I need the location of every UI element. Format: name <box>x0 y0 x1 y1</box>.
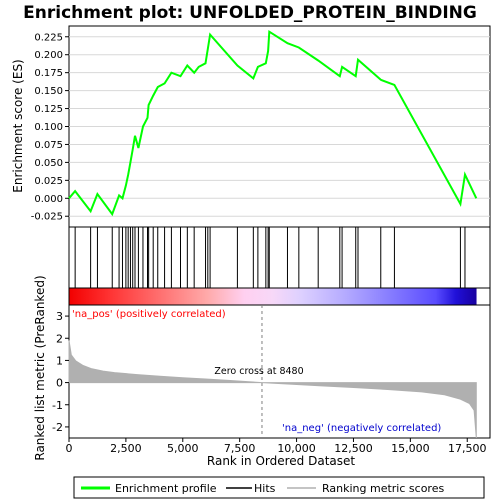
ranking-metric-area <box>68 340 477 439</box>
es-y-tick-label: 0.000 <box>34 194 63 205</box>
es-y-tick-label: 0.050 <box>34 158 63 169</box>
rank-colorbar <box>68 287 491 306</box>
metric-y-axis-label: Ranked list metric (PreRanked) <box>33 275 47 460</box>
x-axis-tick-label: 2,500 <box>110 442 142 455</box>
es-gridlines <box>69 36 490 217</box>
es-y-ticks: -0.025 0.000 0.025 0.050 0.075 0.100 0.125 0.15… <box>31 32 69 223</box>
negative-correlation-label: 'na_neg' (negatively correlated) <box>282 423 441 434</box>
legend-metric-label: Ranking metric scores <box>322 482 444 495</box>
x-axis-tick-label: 5,000 <box>167 442 199 455</box>
es-y-axis-label: Enrichment score (ES) <box>11 59 25 192</box>
hits-panel-frame <box>68 226 491 289</box>
metric-y-tick-label: 0 <box>56 377 63 390</box>
metric-y-tick-label: -1 <box>52 399 63 412</box>
chart-title: Enrichment plot: UNFOLDED_PROTEIN_BINDIN… <box>23 3 477 23</box>
legend-hits-label: Hits <box>254 482 276 495</box>
metric-y-tick-label: 2 <box>56 332 63 345</box>
x-axis-tick-label: 17,500 <box>448 442 487 455</box>
es-y-tick-label: 0.125 <box>34 104 63 115</box>
metric-y-tick-label: -2 <box>52 421 63 434</box>
legend-enrichment-label: Enrichment profile <box>115 482 217 495</box>
x-axis-tick-label: 0 <box>66 442 73 455</box>
x-axis-tick-label: 7,500 <box>224 442 256 455</box>
legend: Enrichment profile Hits Ranking metric s… <box>73 476 485 499</box>
es-y-tick-label: 0.100 <box>34 122 63 133</box>
metric-y-tick-label: 3 <box>56 310 63 323</box>
es-y-tick-label: 0.150 <box>34 86 63 97</box>
es-y-tick-label: 0.225 <box>34 32 63 43</box>
zero-cross-label: Zero cross at 8480 <box>214 366 303 377</box>
x-axis-label: Rank in Ordered Dataset <box>207 454 355 468</box>
x-axis-tick-label: 12,500 <box>334 442 373 455</box>
es-y-tick-label: -0.025 <box>31 212 63 223</box>
es-y-tick-label: 0.200 <box>34 50 63 61</box>
metric-panel-frame <box>68 304 491 439</box>
x-axis-ticks: 0 2,500 5,000 7,500 10,000 12,500 15,000 17,500 <box>66 438 487 455</box>
metric-y-tick-label: 1 <box>56 354 63 367</box>
legend-box <box>73 476 485 499</box>
hit-markers <box>74 227 466 288</box>
es-y-tick-label: 0.175 <box>34 68 63 79</box>
metric-y-ticks: -2 -1 0 1 2 3 <box>52 310 69 434</box>
x-axis-tick-label: 15,000 <box>391 442 430 455</box>
es-y-tick-label: 0.025 <box>34 176 63 187</box>
positive-correlation-label: 'na_pos' (positively correlated) <box>72 309 226 320</box>
es-y-tick-label: 0.075 <box>34 140 63 151</box>
enrichment-profile-line <box>68 29 478 217</box>
x-axis-tick-label: 10,000 <box>277 442 316 455</box>
